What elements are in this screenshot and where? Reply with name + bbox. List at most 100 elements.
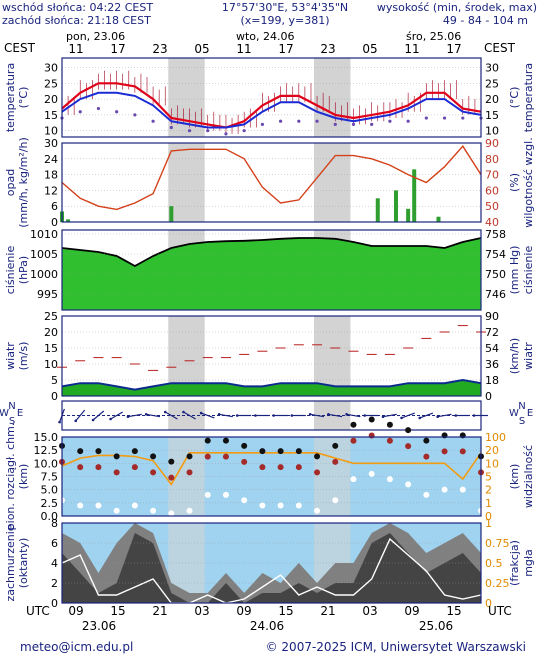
visibility-frame bbox=[61, 436, 482, 517]
cloud-low-dot bbox=[95, 502, 102, 509]
wind-direction-arrow bbox=[437, 413, 452, 418]
clouds-tick-label-left: 6 bbox=[51, 537, 58, 550]
cloud-extent-dot bbox=[368, 432, 375, 439]
temperature-tick-label-right: 25 bbox=[485, 77, 499, 90]
bottom-hour-label: 03 bbox=[194, 604, 209, 618]
top-hour-label: 23 bbox=[320, 42, 335, 56]
precip-night-band bbox=[168, 143, 205, 222]
bottom-hour-label: 03 bbox=[362, 604, 377, 618]
wind-tick-label-right: 54 bbox=[485, 342, 499, 355]
wind-direction-head bbox=[272, 414, 275, 417]
cloud-low-dot bbox=[295, 502, 302, 509]
precip-tick-label-right: 50 bbox=[485, 200, 499, 213]
precip-label-right: wilgotność wzgl. bbox=[522, 137, 535, 227]
pressure-area bbox=[62, 238, 481, 310]
grid-text: (x=199, y=381) bbox=[240, 14, 329, 27]
wind-frame bbox=[61, 315, 482, 397]
clouds-tick-label-right: 1 bbox=[485, 517, 492, 530]
precip-night-band bbox=[314, 143, 351, 222]
precip-tick-label-left: 24 bbox=[44, 153, 58, 166]
dew-point-dot bbox=[333, 122, 337, 126]
wind-direction-head bbox=[199, 411, 203, 415]
top-hour-label: 17 bbox=[278, 42, 293, 56]
precip-bar bbox=[169, 206, 174, 222]
bottom-date-3: 25.06 bbox=[419, 619, 453, 633]
wind-tick-label-right: 72 bbox=[485, 326, 499, 339]
dew-point-dot bbox=[406, 119, 410, 123]
cloud-extent-dot bbox=[259, 464, 266, 471]
humidity-line bbox=[61, 145, 482, 211]
dew-point-dot bbox=[187, 129, 192, 133]
wind-label-right: wiatr bbox=[522, 342, 535, 370]
dew-point-dot bbox=[260, 122, 264, 126]
temperature-tick-label-right: 30 bbox=[485, 61, 499, 74]
wind-tick-label-left: 0 bbox=[51, 390, 58, 403]
coords-text: 17°57'30"E, 53°4'35"N bbox=[222, 1, 348, 14]
pressure-tick-label-left: 995 bbox=[37, 288, 58, 301]
cloud-extent-dot bbox=[459, 448, 466, 455]
precip-tick-label-left: 6 bbox=[51, 200, 58, 213]
cloud-base-dot bbox=[386, 421, 393, 428]
clouds-tick-label-left: 0 bbox=[51, 597, 58, 610]
bottom-hour-label: 09 bbox=[68, 604, 83, 618]
dew-point-dot bbox=[242, 129, 246, 133]
top-hour-label: 11 bbox=[236, 42, 251, 56]
visibility-unit-left: (km) bbox=[17, 464, 30, 490]
dew-point-dot bbox=[206, 129, 210, 133]
cloud-extent-dot bbox=[295, 464, 302, 471]
cloud-extent-dot bbox=[186, 469, 193, 476]
wind-direction-head bbox=[418, 416, 422, 420]
wind-speed-line bbox=[61, 378, 482, 391]
visibility-tick-label-left: 5.0 bbox=[41, 484, 59, 497]
wind-direction-head bbox=[436, 415, 439, 419]
compass-label-right: W bbox=[509, 408, 519, 419]
cloud-extent-dot bbox=[113, 469, 120, 476]
top-day-2: wto, 24.06 bbox=[236, 30, 295, 43]
temperature-background bbox=[62, 58, 481, 137]
top-hour-label: 11 bbox=[404, 42, 419, 56]
pressure-tick-label-left: 1000 bbox=[30, 268, 58, 281]
sunrise-text: wschód słońca: 04:22 CEST bbox=[2, 1, 153, 14]
precip-bar bbox=[412, 169, 417, 222]
precip-bar bbox=[66, 219, 71, 222]
wind-direction-head bbox=[144, 412, 148, 416]
pressure-tick-label-left: 1010 bbox=[30, 228, 58, 241]
precip-tick-label-right: 70 bbox=[485, 169, 499, 182]
precip-tick-label-left: 18 bbox=[44, 169, 58, 182]
cloud-extent-dot bbox=[168, 474, 175, 481]
wind-direction-head bbox=[454, 414, 458, 417]
wind-tick-label-right: 18 bbox=[485, 374, 499, 387]
precip-unit-right: (%) bbox=[508, 173, 521, 192]
wind-direction-arrow bbox=[218, 413, 233, 418]
bottom-tz-right: UTC bbox=[488, 604, 512, 618]
compass-label-right: S bbox=[519, 416, 525, 427]
visibility-tick-label-left: 2.5 bbox=[41, 497, 59, 510]
top-hour-labels: 11 17 23 05 11 17 23 05 11 17 bbox=[68, 42, 461, 56]
top-day-1: pon, 23.06 bbox=[66, 30, 125, 43]
cloud-extent-dot bbox=[386, 437, 393, 444]
pressure-line bbox=[61, 237, 482, 268]
temperature-night-band bbox=[314, 58, 351, 137]
cloud-low-dot bbox=[332, 497, 339, 504]
cloud-low-dot bbox=[259, 502, 266, 509]
visibility-tick-label-right: 2 bbox=[485, 484, 492, 497]
precip-bar bbox=[406, 208, 411, 222]
cloud-base-dot bbox=[168, 458, 175, 465]
bottom-hour-label: 15 bbox=[446, 604, 461, 618]
wind-direction-arrow bbox=[310, 413, 325, 418]
temperature-label-left: temperatura bbox=[4, 63, 17, 132]
temperature-tick-label-left: 30 bbox=[44, 61, 58, 74]
pressure-label-right: ciśnienie bbox=[522, 246, 535, 295]
footer-copyright: © 2007-2025 ICM, Uniwersytet Warszawski bbox=[266, 640, 526, 654]
visibility-line bbox=[61, 452, 482, 486]
dew-point-dot bbox=[133, 113, 137, 117]
precip-bar bbox=[393, 190, 398, 222]
footer-email-link[interactable]: meteo@icm.edu.pl bbox=[20, 640, 133, 654]
low-cloud-area bbox=[62, 533, 481, 603]
cloud-low-dot bbox=[459, 486, 466, 493]
visibility-tick-label-right: 10 bbox=[485, 457, 499, 470]
temperature-tick-label-left: 20 bbox=[44, 93, 58, 106]
cloud-low-dot bbox=[222, 491, 229, 498]
